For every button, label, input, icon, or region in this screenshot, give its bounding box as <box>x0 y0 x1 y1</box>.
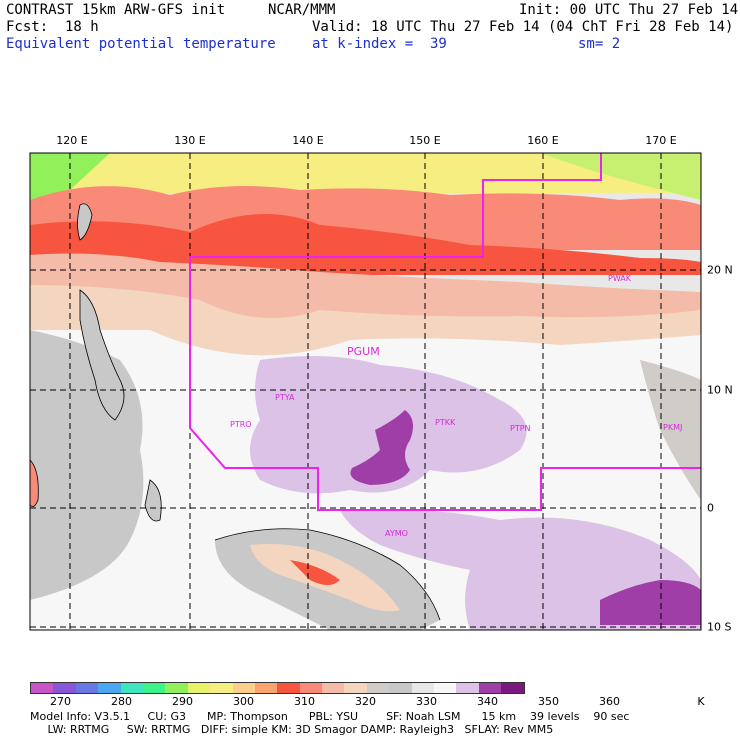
colorbar-label: 290 <box>172 695 193 708</box>
colorbar-cell <box>53 683 76 693</box>
colorbar-cell <box>31 683 54 693</box>
field-name: Equivalent potential temperature <box>6 36 276 52</box>
lon-label-140e: 140 E <box>292 134 324 147</box>
new-guinea-coastline <box>214 528 441 621</box>
colorbar-cell <box>75 683 99 693</box>
region-purple-se <box>600 580 701 625</box>
colorbar-label: 340 <box>477 695 498 708</box>
lon-label-170e: 170 E <box>645 134 677 147</box>
lat-label-equator: 0 <box>707 501 714 515</box>
station-ptkk: PTKK <box>435 418 456 427</box>
lon-label-120e: 120 E <box>56 134 88 147</box>
colorbar-cell <box>210 683 233 693</box>
init-time: Init: 00 UTC Thu 27 Feb 14 <box>519 2 739 18</box>
colorbar-label: 330 <box>416 695 437 708</box>
colorbar-cell <box>366 683 390 693</box>
colorbar-cell <box>456 683 479 693</box>
org-label: NCAR/MMM <box>268 2 336 18</box>
colorbar-cell <box>344 683 367 693</box>
colorbar-label: 360 <box>599 695 620 708</box>
colorbar-label: 320 <box>355 695 376 708</box>
valid-time: Valid: 18 UTC Thu 27 Feb 14 (04 ChT Fri … <box>312 19 734 35</box>
colorbar-label: 300 <box>233 695 254 708</box>
region-purple-central <box>350 410 414 485</box>
model-title: CONTRAST 15km ARW-GFS init <box>6 2 226 18</box>
colorbar-cell <box>165 683 188 693</box>
level-label: at k-index = 39 <box>312 36 447 52</box>
station-aymo: AYMO <box>385 529 408 538</box>
colorbar-cell <box>411 683 435 693</box>
new-guinea-peak <box>290 560 340 585</box>
colorbar-label: 270 <box>50 695 71 708</box>
forecast-hour: Fcst: 18 h <box>6 19 99 35</box>
taiwan-coastline <box>77 203 93 241</box>
colorbar-cell <box>389 683 412 693</box>
station-pgum: PGUM <box>347 345 380 358</box>
colorbar-cell <box>478 683 502 693</box>
lat-lon-grid <box>30 153 701 630</box>
colorbar-cell <box>254 683 278 693</box>
model-info-line2: LW: RRTMG SW: RRTMG DIFF: simple KM: 3D … <box>30 723 554 736</box>
station-pkmj: PKMJ <box>663 423 682 432</box>
domain-boundary <box>189 153 701 511</box>
colorbar-cell <box>98 683 121 693</box>
colorbar-cell <box>232 683 255 693</box>
smoothing-label: sm= 2 <box>578 36 621 52</box>
map-frame <box>29 152 702 631</box>
colorbar-cell <box>187 683 211 693</box>
borneo-coastline <box>30 459 39 508</box>
lon-label-160e: 160 E <box>527 134 559 147</box>
colorbar-cell <box>299 683 323 693</box>
band-red <box>30 214 701 275</box>
lat-label-10n: 10 N <box>707 383 733 397</box>
lon-label-130e: 130 E <box>174 134 206 147</box>
region-grey-east <box>640 360 701 500</box>
station-ptya: PTYA <box>275 393 295 402</box>
colorbar-cell <box>434 683 457 693</box>
colorbar-cell <box>501 683 524 693</box>
colorbar-cell <box>142 683 166 693</box>
station-ptro: PTRO <box>230 420 252 429</box>
colorbar-label: 310 <box>294 695 315 708</box>
colorbar-cell <box>277 683 300 693</box>
model-info-line1: Model Info: V3.5.1 CU: G3 MP: Thompson P… <box>30 710 630 723</box>
band-peach <box>30 285 701 360</box>
colorbar-cell <box>322 683 345 693</box>
station-pwak: PWAK <box>608 274 632 283</box>
colorbar-cell <box>120 683 143 693</box>
lat-label-10s: 10 S <box>707 620 732 634</box>
colorbar-label: K <box>697 695 705 708</box>
philippines-coastline <box>79 289 125 421</box>
colorbar-label: 280 <box>111 695 132 708</box>
colorbar-label: 350 <box>538 695 559 708</box>
colorbar <box>30 682 525 694</box>
halmahera-coastline <box>144 479 162 522</box>
lon-label-150e: 150 E <box>409 134 441 147</box>
station-ptpn: PTPN <box>510 424 531 433</box>
lat-label-20n: 20 N <box>707 263 733 277</box>
